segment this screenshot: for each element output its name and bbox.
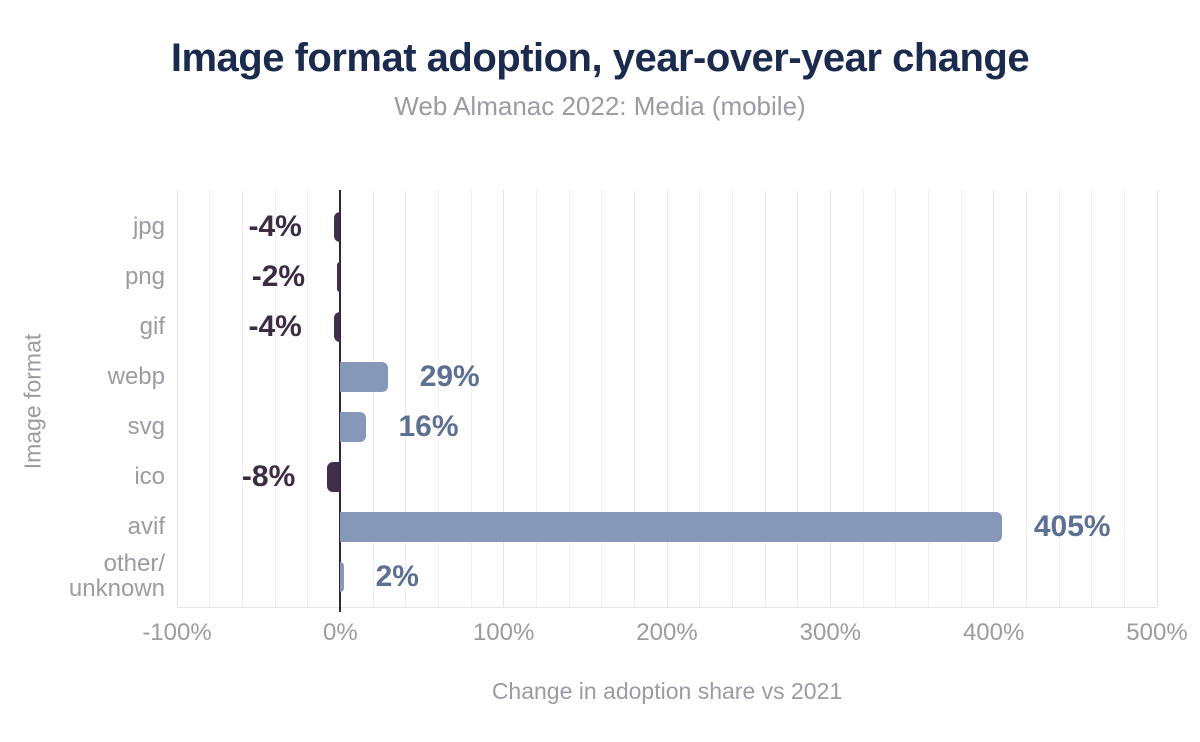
x-tick-label: 100%	[472, 619, 535, 646]
gridline	[1123, 190, 1125, 607]
bar-png	[337, 262, 341, 292]
value-label: 29%	[419, 360, 480, 393]
gridline	[241, 190, 243, 607]
value-label: 2%	[375, 560, 419, 593]
gridline	[927, 190, 929, 607]
x-tick-label: 500%	[1126, 619, 1188, 646]
gridline	[437, 190, 439, 607]
gridline	[797, 190, 799, 607]
gridline	[209, 190, 211, 607]
x-tick-label: 400%	[962, 619, 1025, 646]
gridline	[405, 190, 407, 607]
bar-webp	[340, 362, 388, 392]
gridline	[895, 190, 897, 607]
gridline	[862, 190, 864, 607]
category-label: gif	[139, 312, 165, 340]
gridline	[1091, 190, 1093, 607]
x-axis-title: Change in adoption share vs 2021	[491, 678, 843, 704]
gridline	[1025, 190, 1027, 607]
chart-title: Image format adoption, year-over-year ch…	[170, 36, 1030, 80]
bar-avif	[340, 512, 1002, 542]
gridline	[372, 190, 374, 607]
gridline	[568, 190, 570, 607]
value-label: 16%	[398, 410, 459, 443]
zero-axis-line	[339, 190, 342, 612]
gridline	[470, 190, 472, 607]
gridline	[535, 190, 537, 607]
category-label: jpg	[132, 212, 165, 240]
bar-gif	[333, 312, 341, 342]
bar-svg	[340, 412, 367, 442]
gridline	[666, 190, 668, 607]
value-label: -8%	[241, 460, 296, 493]
value-label: -4%	[248, 210, 302, 243]
gridline	[1058, 190, 1060, 607]
gridline	[764, 190, 766, 607]
gridline	[633, 190, 635, 607]
x-axis-line	[177, 607, 1157, 608]
bar-jpg	[333, 212, 341, 242]
chart-subtitle: Web Almanac 2022: Media (mobile)	[394, 91, 806, 121]
gridline	[601, 190, 603, 607]
category-label: svg	[127, 412, 165, 440]
category-label: other/ unknown	[68, 550, 165, 602]
gridline	[699, 190, 701, 607]
category-label: webp	[107, 362, 165, 390]
category-label: ico	[134, 462, 165, 490]
gridline	[960, 190, 962, 607]
category-label: avif	[127, 512, 165, 540]
value-label: 405%	[1033, 510, 1111, 543]
gridline	[731, 190, 733, 607]
x-tick-label: 300%	[799, 619, 862, 646]
y-axis-title: Image format	[19, 333, 46, 470]
x-tick-label: 200%	[636, 619, 698, 646]
gridline	[993, 190, 995, 607]
value-label: -4%	[248, 310, 302, 343]
gridline	[829, 190, 831, 607]
gridline	[307, 190, 309, 607]
gridline	[176, 190, 178, 607]
bar-ico	[327, 462, 341, 492]
gridline	[1156, 190, 1158, 607]
x-tick-label: -100%	[142, 619, 212, 646]
category-label: png	[124, 262, 165, 290]
x-tick-label: 0%	[322, 619, 358, 646]
bar-other-unknown	[340, 562, 344, 592]
gridline	[274, 190, 276, 607]
value-label: -2%	[251, 260, 306, 293]
gridline	[503, 190, 505, 607]
